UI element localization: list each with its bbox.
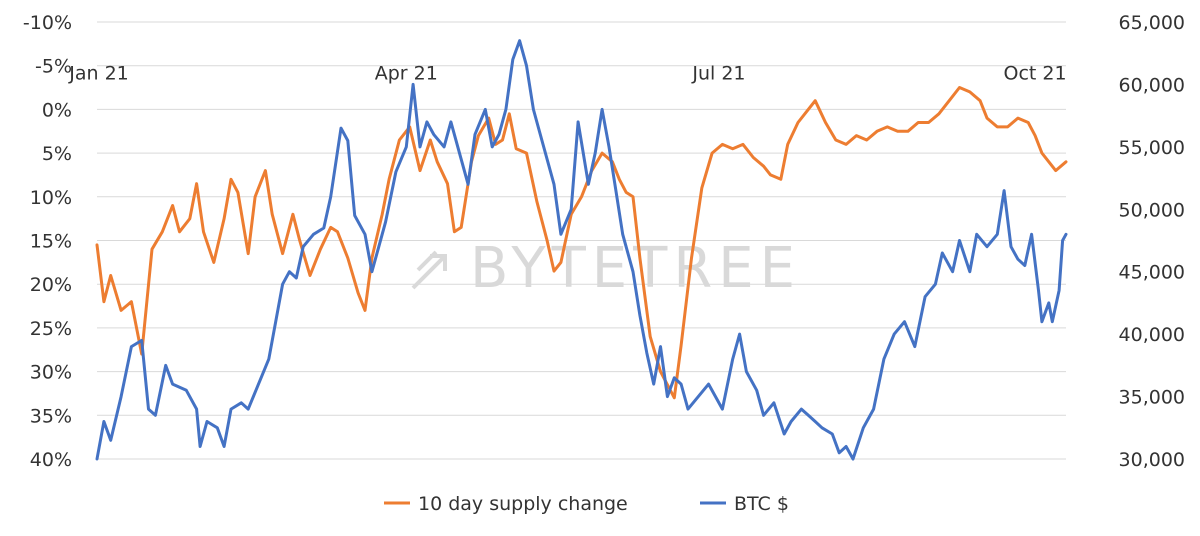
series-lines (95, 39, 1068, 461)
right-axis-ticks: 30,000 35,000 40,000 45,000 50,000 55,000 60,0… (1119, 12, 1185, 471)
left-tick-label: -10% (23, 12, 72, 34)
x-axis-ticks: Jan 21 Apr 21 Jul 21 Oct 21 (68, 63, 1066, 85)
legend-label: BTC $ (734, 493, 789, 515)
watermark-arrow-icon (411, 250, 447, 290)
series-line-supply-change (95, 86, 1068, 400)
left-tick-label: 15% (30, 231, 72, 253)
left-tick-label: 10% (30, 187, 72, 209)
watermark: BYTETREE (411, 236, 795, 301)
right-tick-label: 30,000 (1119, 449, 1185, 471)
left-tick-label: 5% (42, 143, 72, 165)
series-line-btc (95, 39, 1068, 461)
left-tick-label: 30% (30, 362, 72, 384)
left-tick-label: 35% (30, 405, 72, 427)
right-tick-label: 45,000 (1119, 262, 1185, 284)
left-tick-label: 20% (30, 274, 72, 296)
right-tick-label: 65,000 (1119, 12, 1185, 34)
x-tick-label: Jul 21 (691, 63, 745, 85)
right-tick-label: 40,000 (1119, 324, 1185, 346)
legend: 10 day supply change BTC $ (384, 493, 789, 515)
x-tick-label: Jan 21 (68, 63, 129, 85)
x-tick-label: Oct 21 (1004, 63, 1067, 85)
left-tick-label: -5% (35, 56, 72, 78)
right-tick-label: 55,000 (1119, 137, 1185, 159)
left-axis-ticks: -10% -5% 0% 5% 10% 15% 20% 25% 30% 35% 40% (23, 12, 72, 471)
gridlines (97, 21, 1066, 460)
right-tick-label: 50,000 (1119, 199, 1185, 221)
right-tick-label: 35,000 (1119, 387, 1185, 409)
right-tick-label: 60,000 (1119, 74, 1185, 96)
left-tick-label: 40% (30, 449, 72, 471)
left-tick-label: 25% (30, 318, 72, 340)
x-tick-label: Apr 21 (375, 63, 438, 85)
left-tick-label: 0% (42, 99, 72, 121)
legend-label: 10 day supply change (418, 493, 628, 515)
